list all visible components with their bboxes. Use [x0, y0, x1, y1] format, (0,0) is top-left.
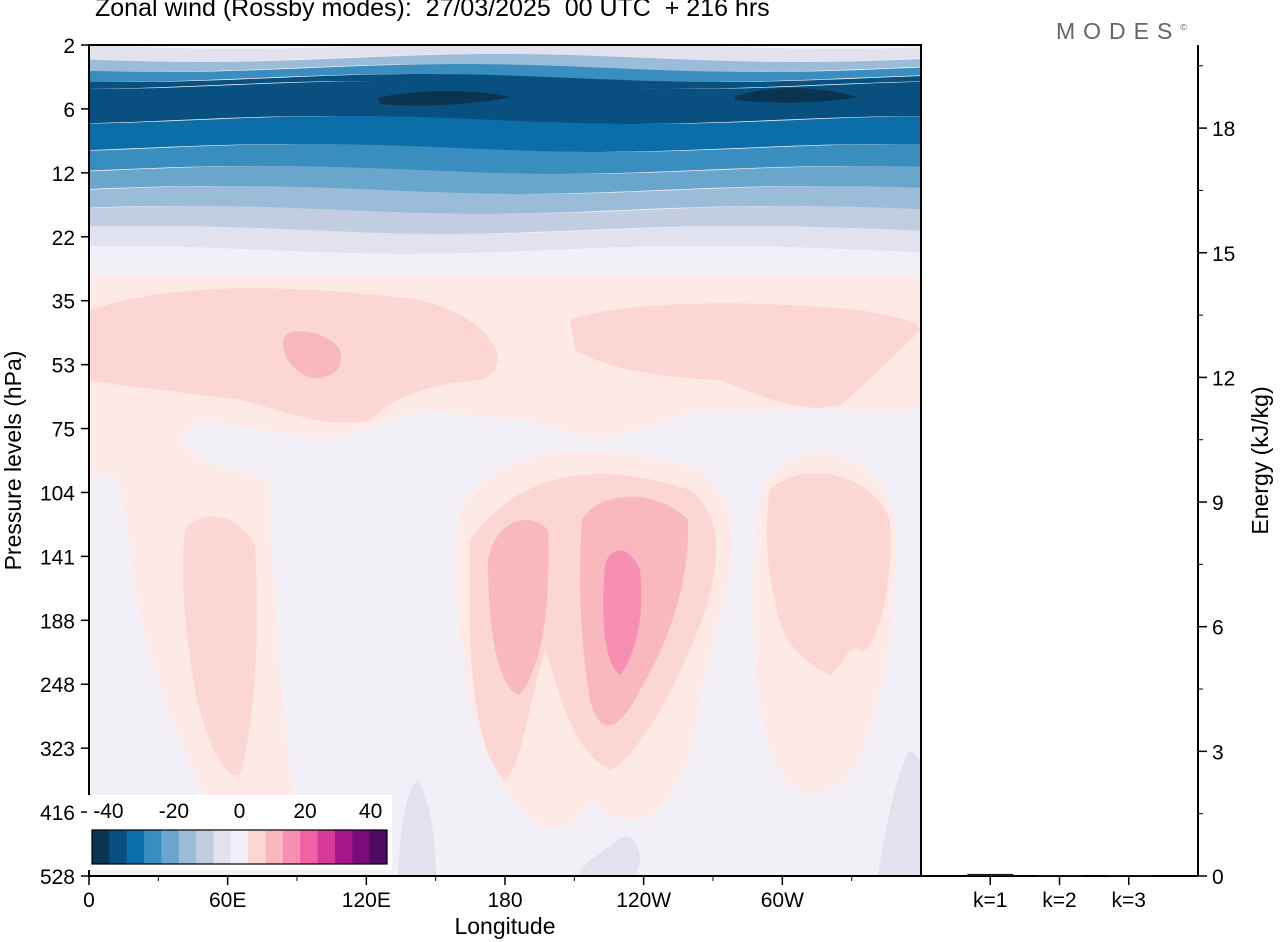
- contour-band-negative: [89, 116, 921, 152]
- contour-core-positive: [488, 520, 549, 695]
- contour-band-negative: [89, 74, 921, 89]
- energy-bar: [1036, 875, 1083, 877]
- x-tick-label: 120W: [616, 889, 671, 912]
- y-tick-label: 12: [52, 163, 75, 186]
- contour-band-positive: [766, 473, 891, 675]
- colorbar-swatch: [213, 830, 232, 864]
- colorbar-swatch: [265, 830, 284, 864]
- contour-core-positive: [603, 550, 642, 675]
- contour-band-negative: [89, 45, 921, 62]
- y-tick-label: 22: [52, 227, 75, 250]
- y-tick-label: 323: [40, 738, 75, 761]
- y-tick-label: 141: [40, 546, 75, 569]
- colorbar-tick-label: 20: [293, 800, 316, 823]
- contour-band-positive: [570, 303, 921, 408]
- contour-band-negative: [878, 751, 921, 876]
- energy-axis-label: Energy (kJ/kg): [1247, 386, 1273, 534]
- energy-y-tick-label: 6: [1212, 617, 1224, 640]
- colorbar-swatch: [230, 830, 249, 864]
- colorbar: -40 -20 0 20 40: [87, 795, 392, 870]
- energy-y-tick-label: 12: [1212, 367, 1235, 390]
- contour-band-negative: [89, 54, 921, 72]
- y-tick-label: 104: [40, 482, 75, 505]
- y-tick-label: 2: [63, 35, 75, 58]
- energy-background: [921, 45, 1198, 876]
- x-tick-label: 0: [83, 889, 95, 912]
- contour-band-negative: [89, 206, 921, 234]
- colorbar-swatch: [282, 830, 301, 864]
- colorbar-swatch: [334, 830, 353, 864]
- y-tick-label: 188: [40, 610, 75, 633]
- energy-panel: 0 3 6 9 12 15 18 Energy (kJ/kg) k=1 k=2 k=3: [920, 45, 1273, 912]
- energy-y-tick-label: 3: [1212, 741, 1224, 764]
- colorbar-swatch: [92, 830, 110, 864]
- y-axis-label: Pressure levels (hPa): [0, 351, 26, 571]
- energy-y-tick-label: 15: [1212, 243, 1235, 266]
- heatmap-axes: 2 6 12 22 35 53 75 104 141 188 248 323 416 528 Pressur…: [0, 35, 922, 939]
- energy-x-tick-label: k=3: [1112, 889, 1146, 912]
- colorbar-swatch: [196, 830, 214, 864]
- contour-band-positive: [183, 516, 257, 776]
- colorbar-swatch: [126, 830, 145, 864]
- x-tick-label: 180: [487, 889, 522, 912]
- energy-y-tick-label: 18: [1212, 118, 1235, 141]
- y-tick-label: 416: [40, 802, 75, 825]
- energy-bar: [1105, 875, 1152, 877]
- chart-title: Zonal wind (Rossby modes): 27/03/2025 00…: [95, 0, 770, 22]
- logo-mark: ©: [1180, 22, 1187, 33]
- colorbar-tick-label: -40: [93, 800, 123, 823]
- contour-band-negative: [89, 144, 921, 174]
- heatmap-field: [89, 45, 921, 876]
- colorbar-tick-label: -20: [159, 800, 189, 823]
- colorbar-tick-label: 0: [234, 800, 246, 823]
- colorbar-swatch: [109, 830, 128, 864]
- colorbar-swatch: [352, 830, 371, 864]
- y-tick-label: 35: [52, 291, 75, 314]
- colorbar-swatch: [178, 830, 197, 864]
- energy-x-tick-label: k=1: [973, 889, 1007, 912]
- contour-core-positive: [282, 331, 341, 379]
- y-tick-label: 75: [52, 419, 75, 442]
- colorbar-swatch: [369, 830, 388, 864]
- contour-band-negative: [89, 64, 921, 82]
- x-axis-label: Longitude: [454, 913, 555, 939]
- energy-bar: [967, 873, 1014, 876]
- logo-text: MODES: [1056, 18, 1181, 44]
- y-tick-label: 53: [52, 355, 75, 378]
- y-tick-label: 248: [40, 674, 75, 697]
- contour-band-negative: [89, 81, 921, 124]
- contour-core-negative: [378, 91, 510, 106]
- y-tick-label: 6: [63, 99, 75, 122]
- colorbar-swatch: [300, 830, 319, 864]
- colorbar-tick-label: 40: [359, 800, 382, 823]
- contour-band-negative: [89, 226, 921, 254]
- colorbar-swatch: [248, 830, 267, 864]
- contour-band-negative: [89, 246, 921, 279]
- colorbar-swatch: [317, 830, 336, 864]
- colorbar-swatch: [161, 830, 180, 864]
- colorbar-frame: [91, 829, 388, 865]
- energy-y-tick-label: 9: [1212, 492, 1224, 515]
- x-tick-label: 60E: [209, 889, 246, 912]
- contour-band-negative: [89, 186, 921, 214]
- colorbar-swatch: [144, 830, 162, 864]
- modes-logo: MODES©: [1056, 18, 1187, 45]
- x-tick-label: 120E: [342, 889, 391, 912]
- energy-x-tick-label: k=2: [1042, 889, 1076, 912]
- x-tick-label: 60W: [761, 889, 804, 912]
- contour-core-negative: [735, 87, 858, 103]
- contour-band-negative: [578, 836, 640, 876]
- y-tick-label: 528: [40, 866, 75, 889]
- energy-y-tick-label: 0: [1212, 866, 1224, 889]
- contour-band-negative: [398, 780, 436, 876]
